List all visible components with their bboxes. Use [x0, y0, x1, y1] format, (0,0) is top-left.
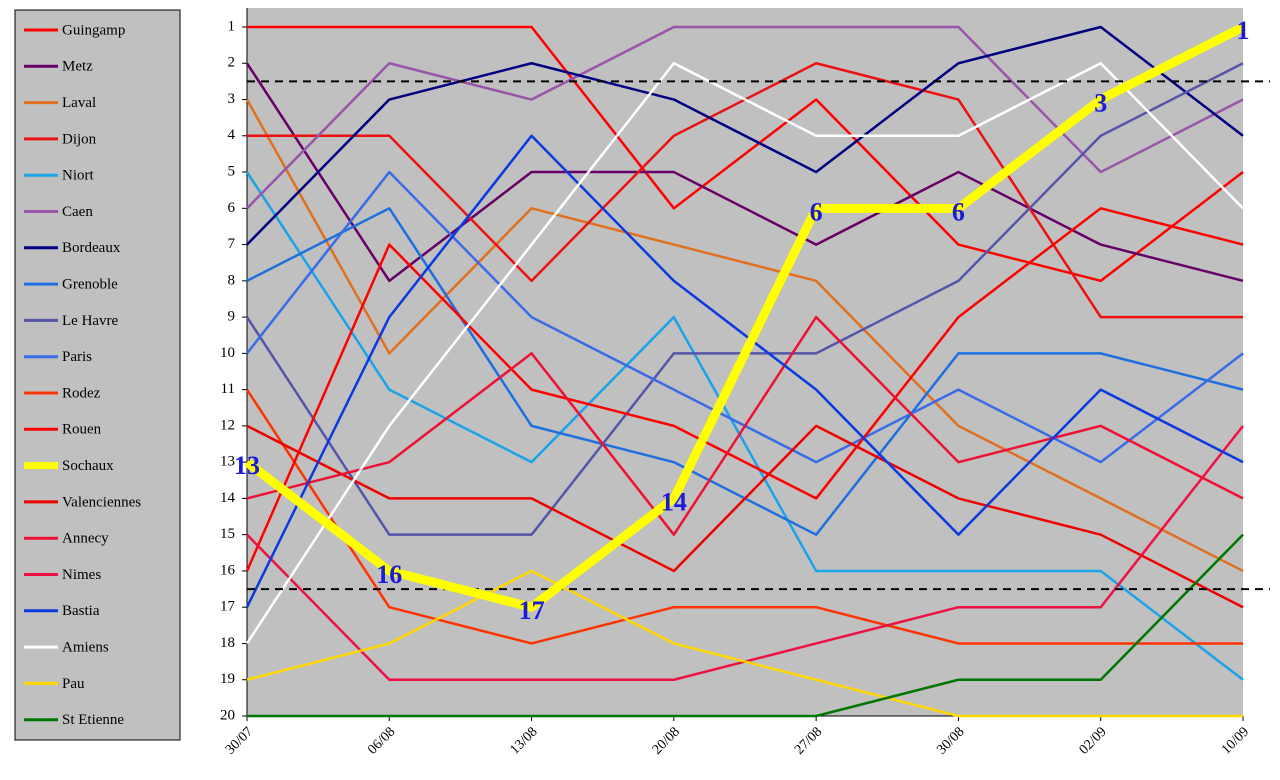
- legend-label: Metz: [62, 59, 93, 75]
- y-tick-label: 14: [220, 490, 236, 506]
- y-tick-label: 9: [228, 309, 236, 325]
- legend-label: Niort: [62, 168, 94, 184]
- legend-label: Grenoble: [62, 277, 118, 293]
- legend-label: Bastia: [62, 603, 100, 619]
- y-tick-label: 11: [221, 381, 235, 397]
- legend-label: Sochaux: [62, 458, 114, 474]
- data-label: 14: [661, 487, 687, 516]
- data-label: 17: [519, 596, 545, 625]
- legend-label: Rouen: [62, 422, 102, 438]
- y-tick-label: 16: [220, 562, 236, 578]
- legend-label: Guingamp: [62, 22, 125, 38]
- y-tick-label: 10: [220, 345, 235, 361]
- series-line: [245, 98, 1244, 573]
- series-line: [247, 533, 1244, 718]
- y-tick-label: 17: [220, 599, 236, 615]
- legend-label: Dijon: [62, 131, 97, 147]
- legend-label: Pau: [62, 676, 85, 692]
- y-tick-label: 15: [220, 526, 235, 542]
- legend-label: Bordeaux: [62, 240, 121, 256]
- x-tick-label: 30/07: [223, 724, 256, 757]
- y-tick-label: 19: [220, 671, 235, 687]
- legend-label: Caen: [62, 204, 93, 220]
- y-tick-label: 6: [228, 200, 236, 216]
- y-tick-label: 5: [228, 163, 236, 179]
- y-tick-label: 4: [228, 127, 236, 143]
- series-line: [245, 207, 1244, 572]
- legend-label: Rodez: [62, 385, 101, 401]
- series-line: [246, 25, 1244, 246]
- series-line: [244, 22, 1246, 612]
- y-tick-label: 2: [228, 55, 236, 71]
- y-tick-label: 1: [228, 18, 236, 34]
- series-line: [246, 569, 1243, 718]
- series-line: [245, 171, 1244, 681]
- series-line: [245, 62, 1244, 283]
- legend-label: Valenciennes: [62, 494, 141, 510]
- legend-label: Nimes: [62, 567, 101, 583]
- data-label: 3: [1094, 88, 1107, 117]
- y-tick-label: 7: [228, 236, 236, 252]
- series-line: [246, 315, 1244, 536]
- series-line: [245, 62, 1244, 645]
- y-tick-label: 3: [228, 91, 236, 107]
- y-tick-label: 18: [220, 635, 235, 651]
- data-label: 1: [1237, 16, 1250, 45]
- data-label: 16: [376, 560, 402, 589]
- x-tick-label: 02/09: [1077, 724, 1110, 757]
- y-tick-label: 20: [220, 707, 235, 723]
- legend-label: Paris: [62, 349, 92, 365]
- x-tick-label: 30/08: [934, 724, 967, 757]
- data-label: 6: [810, 197, 823, 226]
- series-line: [245, 388, 1243, 645]
- y-tick-label: 13: [220, 454, 235, 470]
- series-line: [247, 25, 1244, 283]
- legend-box: [14, 9, 181, 741]
- x-tick-label: 20/08: [650, 724, 683, 757]
- x-tick-label: 06/08: [365, 724, 398, 757]
- legend-label: Laval: [62, 95, 96, 111]
- data-label: 13: [234, 451, 260, 480]
- x-tick-label: 27/08: [792, 724, 825, 757]
- legend-label: St Etienne: [62, 712, 124, 728]
- series-line: [245, 134, 1244, 608]
- legend-label: Annecy: [62, 531, 109, 547]
- y-tick-label: 8: [228, 272, 236, 288]
- x-tick-label: 10/09: [1219, 724, 1252, 757]
- data-label: 6: [952, 197, 965, 226]
- y-tick-label: 12: [220, 417, 235, 433]
- x-tick-label: 13/08: [508, 724, 541, 757]
- series-line: [246, 424, 1244, 609]
- series-line: [246, 25, 1244, 210]
- legend-label: Le Havre: [62, 313, 119, 329]
- legend-label: Amiens: [62, 640, 109, 656]
